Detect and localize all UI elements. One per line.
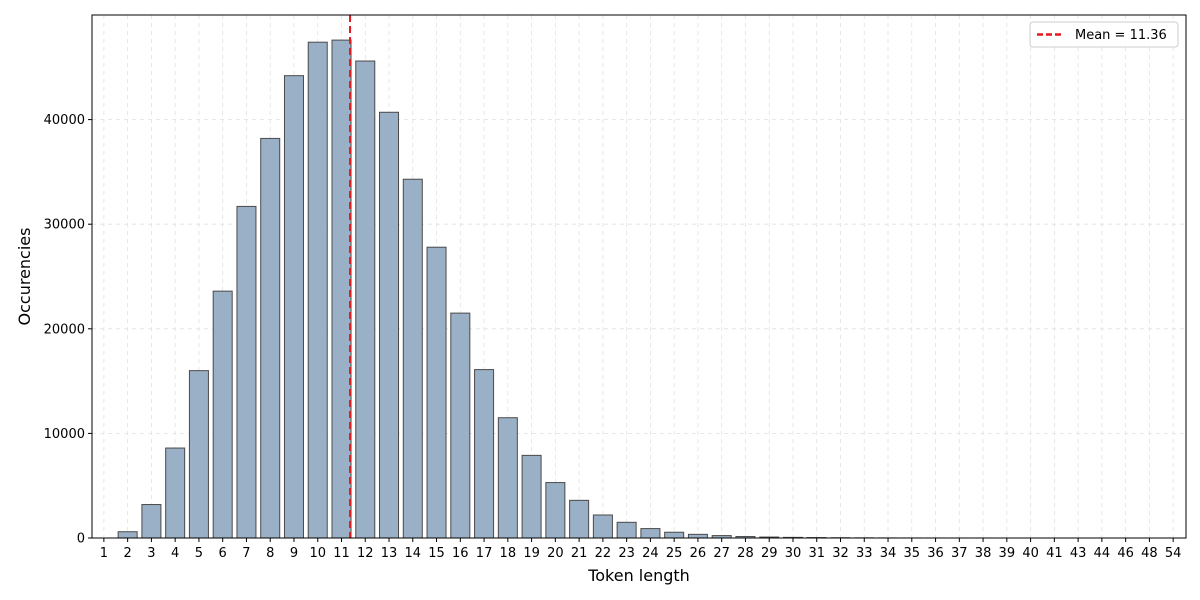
bar <box>545 482 566 539</box>
x-tick-label: 41 <box>1046 546 1063 561</box>
x-tick-label: 39 <box>999 546 1016 561</box>
y-tick-label: 20000 <box>44 322 85 337</box>
bar <box>283 75 304 539</box>
x-tick-label: 30 <box>785 546 802 561</box>
legend: Mean = 11.36 <box>1029 21 1179 48</box>
legend-box <box>1029 21 1179 48</box>
x-tick-label: 54 <box>1165 546 1182 561</box>
y-tick-label: 0 <box>77 532 85 547</box>
x-tick-label: 34 <box>880 546 897 561</box>
x-tick-label: 3 <box>147 546 155 561</box>
x-tick-label: 46 <box>1117 546 1134 561</box>
plot-frame <box>91 14 1187 539</box>
bar <box>141 504 162 539</box>
bar <box>379 111 400 539</box>
x-tick-label: 31 <box>808 546 825 561</box>
x-tick-label: 27 <box>713 546 730 561</box>
bar <box>402 178 423 539</box>
x-tick-label: 22 <box>595 546 612 561</box>
x-tick-label: 14 <box>405 546 422 561</box>
bars <box>117 39 1184 539</box>
x-tick-label: 17 <box>476 546 493 561</box>
x-tick-label: 25 <box>666 546 683 561</box>
x-tick-label: 12 <box>357 546 374 561</box>
y-axis-ticks: 0 10000 20000 30000 40000 <box>44 113 92 547</box>
x-tick-label: 21 <box>571 546 588 561</box>
x-tick-label: 43 <box>1070 546 1087 561</box>
x-tick-label: 32 <box>832 546 849 561</box>
x-tick-label: 2 <box>124 546 132 561</box>
bar <box>188 370 209 539</box>
y-tick-label: 40000 <box>44 113 85 128</box>
bar <box>426 246 447 539</box>
y-tick-label: 10000 <box>44 427 85 442</box>
bar <box>236 205 257 539</box>
bar <box>664 531 685 539</box>
bar <box>640 528 661 539</box>
x-tick-label: 9 <box>290 546 298 561</box>
bar <box>331 39 352 539</box>
y-axis-label: Occurencies <box>15 228 34 326</box>
x-tick-label: 35 <box>904 546 921 561</box>
x-tick-label: 38 <box>975 546 992 561</box>
x-tick-label: 33 <box>856 546 873 561</box>
bar <box>307 41 328 539</box>
bar <box>165 447 186 539</box>
x-tick-label: 4 <box>171 546 179 561</box>
bar <box>521 454 542 539</box>
bar <box>260 137 281 539</box>
bar <box>569 499 590 539</box>
bar <box>355 60 376 539</box>
x-tick-label: 37 <box>951 546 968 561</box>
x-tick-label: 11 <box>333 546 350 561</box>
x-tick-label: 24 <box>642 546 659 561</box>
x-tick-label: 8 <box>266 546 274 561</box>
x-tick-label: 40 <box>1022 546 1039 561</box>
x-tick-label: 18 <box>500 546 517 561</box>
x-tick-label: 6 <box>219 546 227 561</box>
legend-mean-label: Mean = 11.36 <box>1075 28 1167 43</box>
x-tick-label: 19 <box>523 546 540 561</box>
x-tick-label: 20 <box>547 546 564 561</box>
x-tick-label: 15 <box>428 546 445 561</box>
x-tick-label: 16 <box>452 546 469 561</box>
x-tick-label: 23 <box>618 546 635 561</box>
bar <box>212 290 233 539</box>
bar <box>592 514 613 539</box>
bar <box>497 417 518 539</box>
x-tick-label: 29 <box>761 546 778 561</box>
x-tick-label: 36 <box>927 546 944 561</box>
bar <box>474 369 495 539</box>
bar <box>616 521 637 539</box>
x-tick-label: 28 <box>737 546 754 561</box>
x-axis-ticks: 1 2 3 4 5 6 7 8 9 10 11 12 13 14 15 16 17 18 19 20 21 22 23 24 2… <box>100 538 1182 561</box>
x-tick-label: 5 <box>195 546 203 561</box>
x-tick-label: 44 <box>1094 546 1111 561</box>
x-tick-label: 26 <box>690 546 707 561</box>
bar <box>117 531 138 539</box>
x-tick-label: 10 <box>309 546 326 561</box>
y-tick-label: 30000 <box>44 218 85 233</box>
x-tick-label: 13 <box>381 546 398 561</box>
bar <box>687 533 708 539</box>
x-tick-label: 1 <box>100 546 108 561</box>
x-tick-label: 48 <box>1141 546 1158 561</box>
bar <box>450 312 471 539</box>
x-axis-label: Token length <box>587 566 690 585</box>
x-tick-label: 7 <box>242 546 250 561</box>
